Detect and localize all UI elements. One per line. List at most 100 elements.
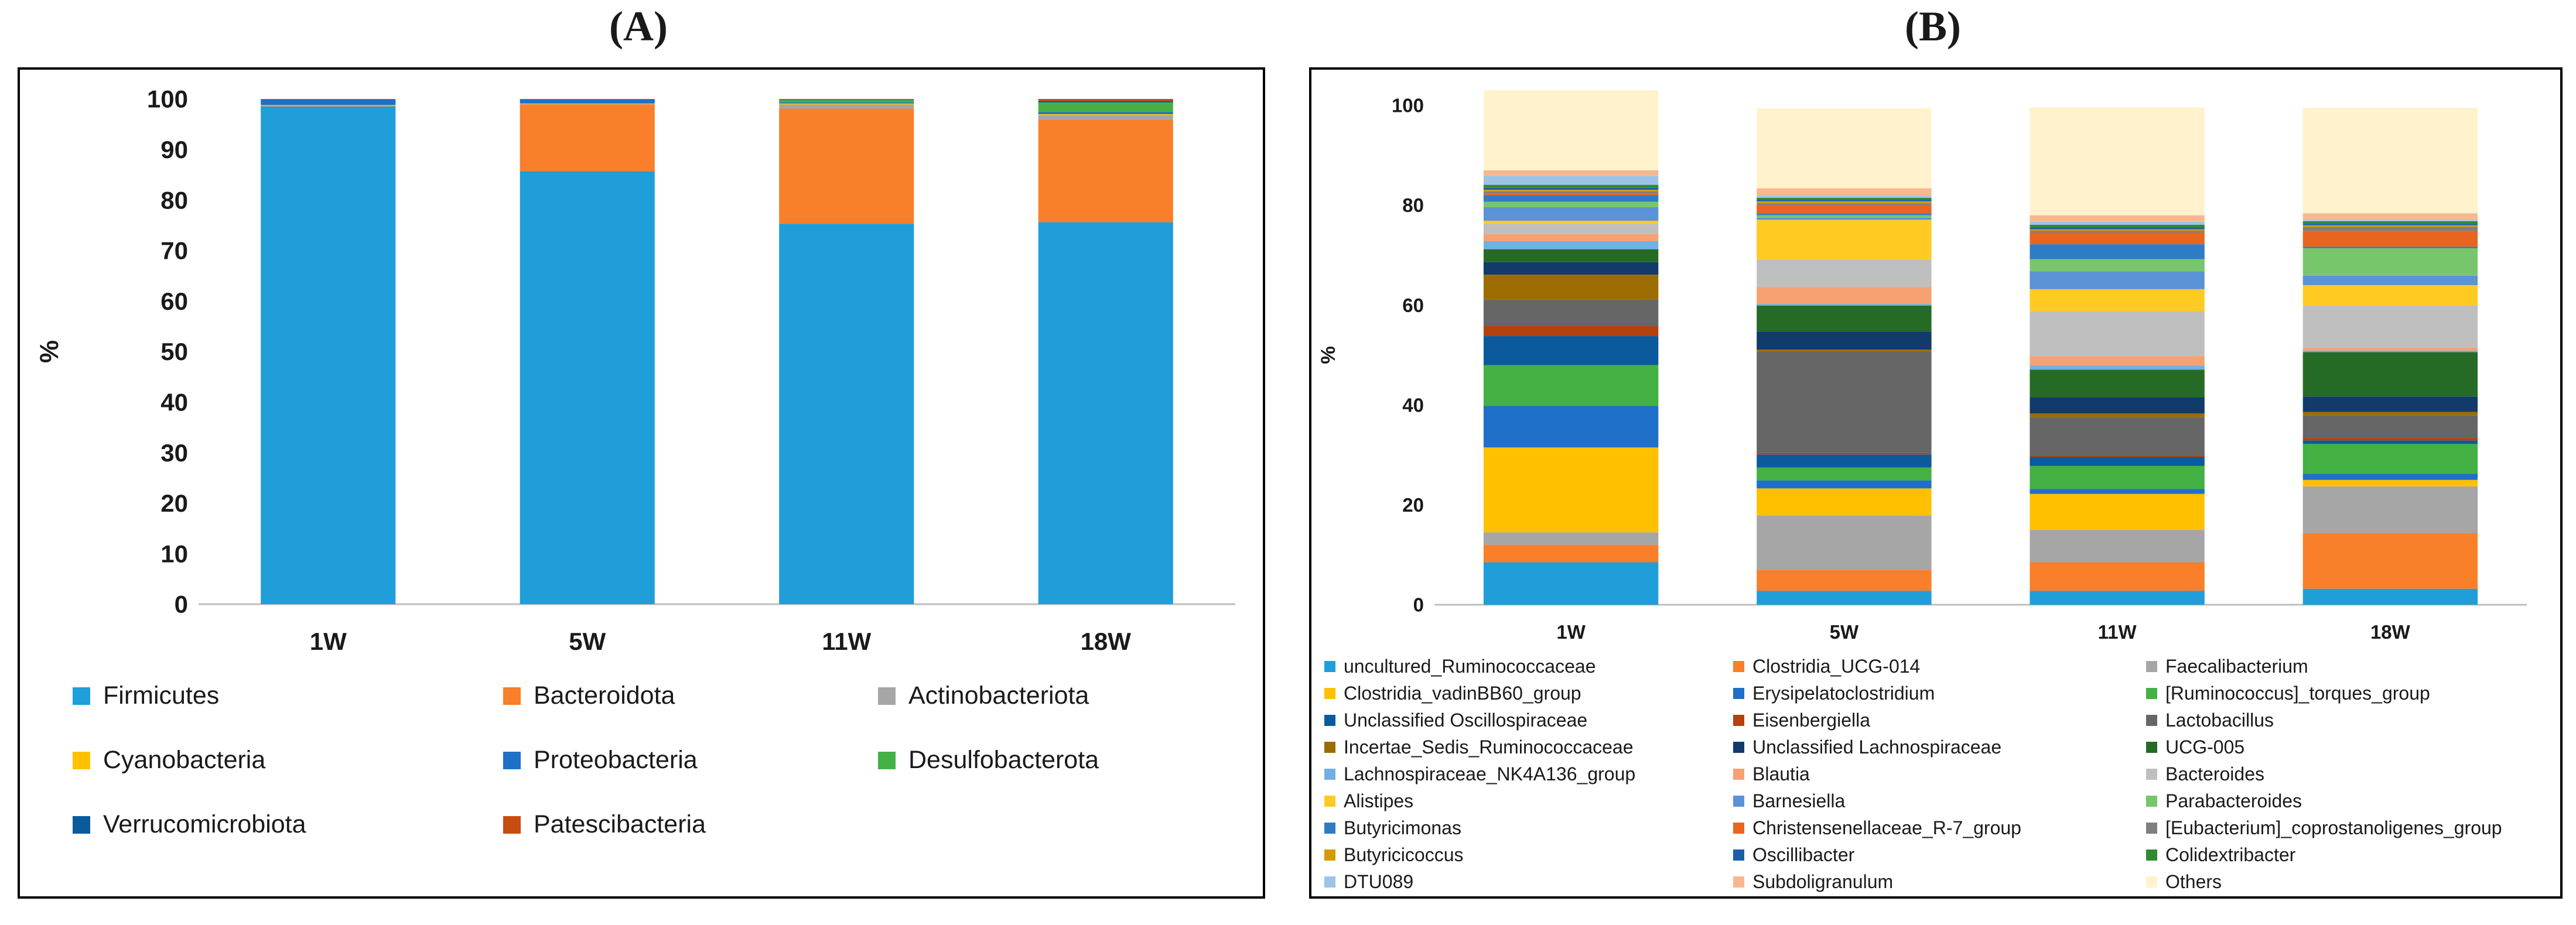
- bar-segment-clostridia-vadinbb60-group-11w: [2030, 494, 2205, 530]
- legend-swatch: [73, 816, 90, 834]
- legend-label: Oscillibacter: [1752, 844, 1855, 865]
- bar-segment-uncultured-ruminococcaceae-1w: [1483, 562, 1659, 605]
- y-tick-label: 80: [160, 186, 188, 214]
- bar-segment-unclassified-oscillospiraceae-1w: [1483, 336, 1659, 365]
- legend-swatch: [1733, 742, 1744, 753]
- bar-segment-eubacterium-coprostanoligenes-group-18w: [2302, 227, 2478, 231]
- bar-segment-dtu089-11w: [2030, 221, 2205, 225]
- bar-segment-ucg-005-18w: [2302, 352, 2478, 397]
- legend-label: Lachnospiraceae_NK4A136_group: [1344, 763, 1636, 784]
- legend-label: Eisenbergiella: [1752, 710, 1871, 731]
- bar-segment-firmicutes-1w: [261, 106, 396, 604]
- y-tick-label: 0: [175, 591, 188, 618]
- x-tick-label: 5W: [1830, 621, 1859, 643]
- legend-label: Proteobacteria: [534, 746, 698, 774]
- bar-segment-proteobacteria-18w: [1038, 112, 1173, 114]
- legend-item-dtu089: DTU089: [1324, 871, 1413, 893]
- legend-label: Clostridia_vadinBB60_group: [1344, 683, 1581, 704]
- legend-label: Erysipelatoclostridium: [1752, 683, 1935, 704]
- bar-segment-colidextribacter-1w: [1483, 184, 1659, 188]
- bar-segment-incertae-sedis-ruminococcaceae-11w: [2030, 413, 2205, 417]
- legend-label: Butyricimonas: [1344, 817, 1461, 838]
- bar-segment-subdoligranulum-18w: [2302, 213, 2478, 220]
- bar-segment-clostridia-ucg-014-5w: [1757, 570, 1932, 591]
- bar-segment-clostridia-vadinbb60-group-5w: [1757, 488, 1932, 516]
- bar-segment-dtu089-18w: [2302, 220, 2478, 221]
- legend-swatch: [1733, 661, 1744, 672]
- bar-segment-bacteroides-11w: [2030, 311, 2205, 357]
- legend-label: Others: [2165, 871, 2222, 892]
- bar-segment-clostridia-ucg-014-18w: [2302, 533, 2478, 589]
- y-tick-label: 0: [1413, 594, 1424, 616]
- legend-swatch: [2146, 849, 2157, 861]
- legend-item-barnesiella: Barnesiella: [1733, 790, 1845, 812]
- y-tick-label: 60: [160, 287, 188, 315]
- bar-segment-barnesiella-11w: [2030, 271, 2205, 289]
- legend-label: UCG-005: [2165, 736, 2245, 758]
- bar-segment-lactobacillus-5w: [1757, 351, 1932, 453]
- bar-segment-butyricimonas-18w: [2302, 246, 2478, 248]
- bar-segment-christensenellaceae-r-7-group-1w: [1483, 193, 1659, 196]
- y-tick-label: 10: [160, 540, 188, 567]
- legend-swatch: [1324, 688, 1335, 699]
- bar-segment-bacteroides-1w: [1483, 224, 1659, 234]
- legend-item-eubacterium-coprostanoligenes-group: [Eubacterium]_coprostanoligenes_group: [2146, 817, 2502, 839]
- legend-item-patescibacteria: Patescibacteria: [503, 810, 706, 839]
- legend-item-lactobacillus: Lactobacillus: [2146, 710, 2274, 731]
- legend-label: Unclassified Oscillospiraceae: [1344, 710, 1588, 731]
- legend-swatch: [503, 687, 521, 705]
- bar-segment-barnesiella-5w: [1757, 217, 1932, 220]
- bar-segment-ucg-005-11w: [2030, 369, 2205, 398]
- bar-segment-lachnospiraceae-nk4a136-group-11w: [2030, 365, 2205, 370]
- bar-segment-ruminococcus-torques-group-1w: [1483, 365, 1659, 406]
- legend-item-colidextribacter: Colidextribacter: [2146, 844, 2295, 866]
- bar-segment-clostridia-ucg-014-1w: [1483, 544, 1659, 563]
- bar-segment-unclassified-oscillospiraceae-5w: [1757, 454, 1932, 468]
- bar-segment-butyricicoccus-5w: [1757, 201, 1932, 204]
- bar-segment-oscillibacter-11w: [2030, 227, 2205, 229]
- legend-label: Patescibacteria: [534, 810, 706, 838]
- x-tick-label: 1W: [1556, 621, 1586, 643]
- legend-swatch: [2146, 715, 2157, 726]
- bar-segment-oscillibacter-1w: [1483, 187, 1659, 190]
- panel-label-a: (A): [609, 3, 668, 50]
- y-tick-label: 80: [1402, 194, 1424, 216]
- bar-segment-patescibacteria-1w: [261, 99, 396, 100]
- legend-label: Incertae_Sedis_Ruminococcaceae: [1344, 736, 1634, 758]
- legend-label: Butyricicoccus: [1344, 844, 1464, 865]
- bar-segment-firmicutes-5w: [520, 171, 655, 604]
- bar-segment-christensenellaceae-r-7-group-5w: [1757, 205, 1932, 214]
- legend-label: Actinobacteriota: [908, 681, 1089, 710]
- bar-segment-colidextribacter-18w: [2302, 221, 2478, 224]
- legend-item-bacteroides: Bacteroides: [2146, 763, 2264, 785]
- bar-segment-actinobacteriota-5w: [520, 104, 655, 105]
- bar-segment-barnesiella-1w: [1483, 207, 1659, 221]
- legend-item-proteobacteria: Proteobacteria: [503, 746, 698, 775]
- bar-segment-ucg-005-1w: [1483, 249, 1659, 262]
- bar-segment-others-11w: [2030, 107, 2205, 215]
- bar-segment-proteobacteria-11w: [779, 102, 914, 104]
- stacked-bar-chart-genus: 0 20 40 60 80 100% 1W 5W 11W 18W: [1317, 90, 2527, 643]
- bar-segment-bacteroidota-1w: [261, 106, 396, 107]
- legend-swatch: [1324, 849, 1335, 861]
- bar-segment-colidextribacter-11w: [2030, 224, 2205, 228]
- legend-label: Desulfobacterota: [908, 746, 1099, 774]
- legend-item-uncultured-ruminococcaceae: uncultured_Ruminococcaceae: [1324, 656, 1596, 677]
- legend-item-firmicutes: Firmicutes: [73, 681, 219, 710]
- bar-segment-lachnospiraceae-nk4a136-group-1w: [1483, 241, 1659, 249]
- bar-segment-firmicutes-11w: [779, 224, 914, 604]
- legend-swatch: [1324, 823, 1335, 834]
- legend-label: Lactobacillus: [2165, 710, 2274, 731]
- legend-label: Colidextribacter: [2165, 844, 2296, 865]
- legend-swatch: [1324, 876, 1335, 888]
- bar-segment-lactobacillus-18w: [2302, 415, 2478, 438]
- bar-segment-cyanobacteria-18w: [1038, 114, 1173, 115]
- bar-segment-lachnospiraceae-nk4a136-group-5w: [1757, 304, 1932, 306]
- legend-label: Bacteroides: [2165, 763, 2264, 784]
- bar-segment-clostridia-ucg-014-11w: [2030, 562, 2205, 591]
- legend-item-ruminococcus-torques-group: [Ruminococcus]_torques_group: [2146, 683, 2430, 704]
- bar-segment-blautia-11w: [2030, 356, 2205, 366]
- x-tick-label: 11W: [822, 628, 871, 655]
- legend-swatch: [878, 687, 896, 705]
- legend-item-ucg-005: UCG-005: [2146, 736, 2244, 758]
